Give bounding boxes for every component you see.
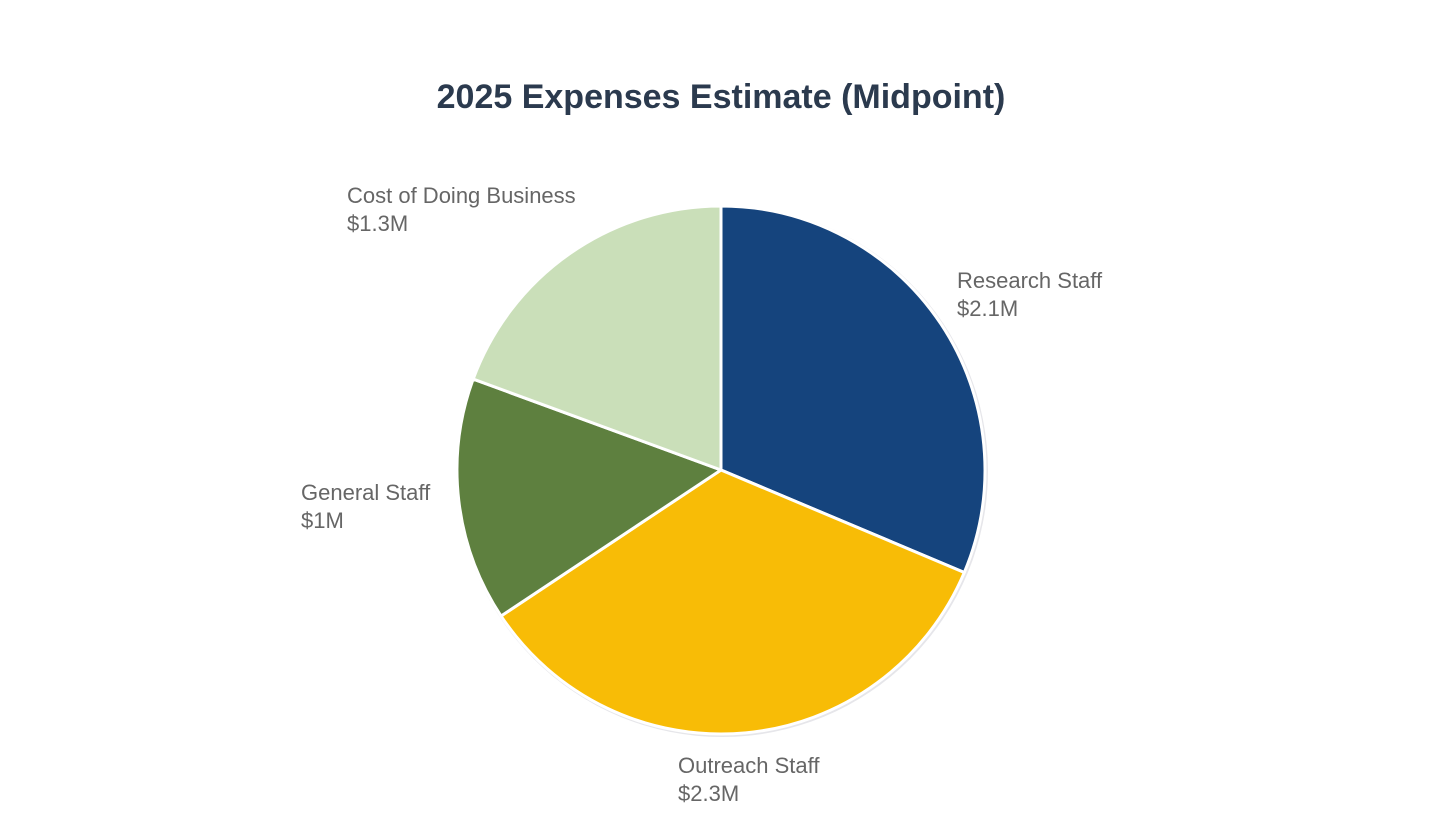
slice-label: Research Staff $2.1M (957, 268, 1103, 321)
slice-label-name: General Staff (301, 480, 431, 505)
slice-label: General Staff $1M (301, 480, 431, 533)
slice-label: Cost of Doing Business $1.3M (347, 183, 576, 236)
pie-slice-cost-of-doing-business[interactable] (471, 204, 723, 472)
slice-label: Outreach Staff $2.3M (678, 753, 820, 806)
slice-label-name: Research Staff (957, 268, 1103, 293)
pie-slice-general-staff[interactable] (455, 377, 723, 618)
slice-label-value: $1.3M (347, 211, 408, 236)
slice-label-name: Outreach Staff (678, 753, 820, 778)
pie-slice-research-staff[interactable] (719, 204, 987, 574)
slice-label-value: $1M (301, 508, 344, 533)
chart-title: 2025 Expenses Estimate (Midpoint) (436, 78, 1006, 116)
slice-label-value: $2.1M (957, 296, 1018, 321)
slice-label-value: $2.3M (678, 781, 739, 806)
pie-slice-outreach-staff[interactable] (499, 468, 966, 736)
slice-label-name: Cost of Doing Business (347, 183, 576, 208)
